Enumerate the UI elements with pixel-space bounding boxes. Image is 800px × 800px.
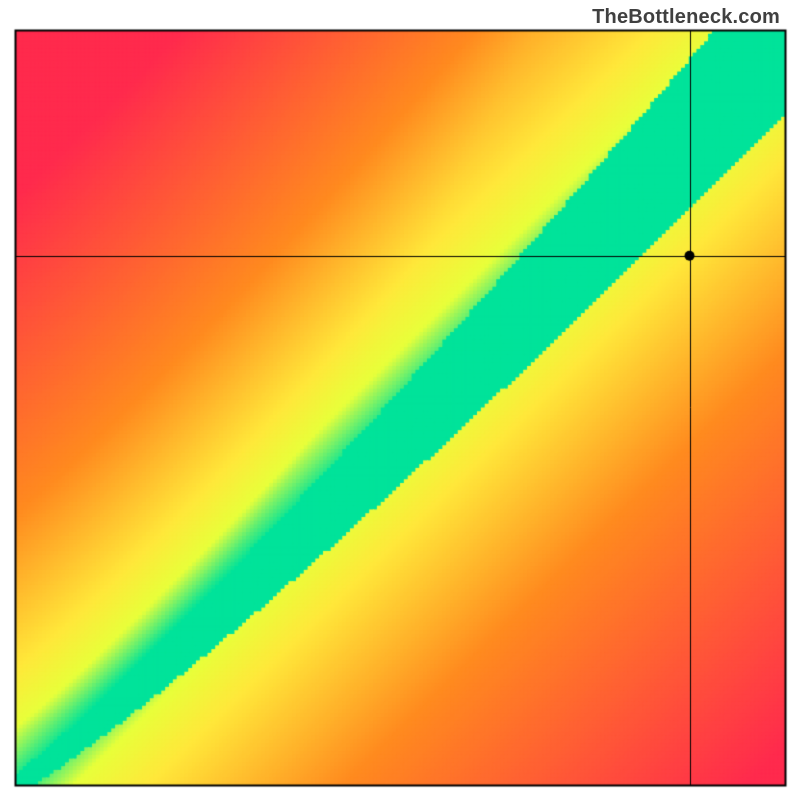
watermark-text: TheBottleneck.com (592, 6, 780, 29)
heatmap-canvas (0, 0, 800, 800)
chart-container: TheBottleneck.com (0, 0, 800, 800)
